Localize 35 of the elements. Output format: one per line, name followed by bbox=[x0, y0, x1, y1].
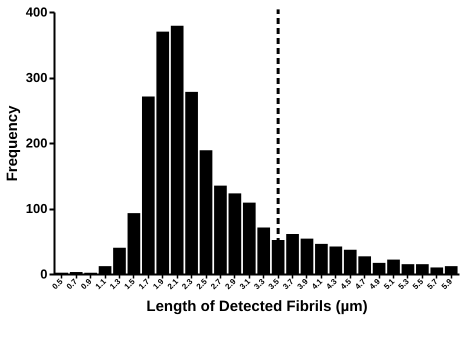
y-tick-label: 100 bbox=[26, 201, 48, 216]
x-tick-label: 1.7 bbox=[136, 276, 152, 292]
y-tick-label: 400 bbox=[26, 4, 48, 20]
x-tick-label: 2.5 bbox=[194, 276, 210, 292]
y-axis-title: Frequency bbox=[4, 104, 21, 182]
x-tick-label: 4.5 bbox=[338, 276, 354, 292]
x-tick-label: 0.7 bbox=[64, 276, 80, 292]
y-tick-label: 300 bbox=[26, 70, 48, 85]
x-tick-label: 1.9 bbox=[151, 276, 166, 292]
x-tick-label: 1.3 bbox=[108, 276, 123, 292]
y-tick-label: 0 bbox=[40, 266, 48, 282]
x-tick-label: 5.9 bbox=[440, 276, 454, 292]
x-tick-label: 3.3 bbox=[252, 276, 267, 292]
x-axis-title: Length of Detected Fibrils (µm) bbox=[146, 298, 368, 316]
x-tick-label: 5.3 bbox=[396, 276, 412, 292]
x-tick-label: 2.1 bbox=[166, 276, 180, 292]
x-tick-label: 4.3 bbox=[324, 276, 340, 292]
x-tick-label: 0.9 bbox=[79, 276, 94, 292]
x-tick-label: 4.7 bbox=[353, 276, 368, 292]
x-tick-label: 5.7 bbox=[425, 276, 440, 292]
x-tick-label: 4.1 bbox=[310, 276, 325, 292]
x-tick-label: 0.5 bbox=[50, 276, 66, 292]
x-tick-label: 1.1 bbox=[94, 276, 108, 292]
x-tick-label: 3.5 bbox=[266, 276, 282, 292]
x-tick-label: 5.1 bbox=[382, 276, 397, 292]
x-tick-label: 3.7 bbox=[281, 276, 296, 292]
x-tick-label: 5.5 bbox=[410, 276, 426, 292]
x-tick-label: 3.9 bbox=[296, 276, 310, 292]
x-tick-label: 1.5 bbox=[122, 276, 138, 292]
x-tick-label: 2.9 bbox=[223, 276, 238, 292]
x-tick-label: 3.1 bbox=[238, 276, 253, 292]
x-tick-label: 2.7 bbox=[209, 276, 224, 292]
x-tick-label: 2.3 bbox=[180, 276, 195, 292]
y-tick-label: 200 bbox=[26, 136, 48, 150]
x-tick-label: 4.9 bbox=[368, 276, 382, 292]
